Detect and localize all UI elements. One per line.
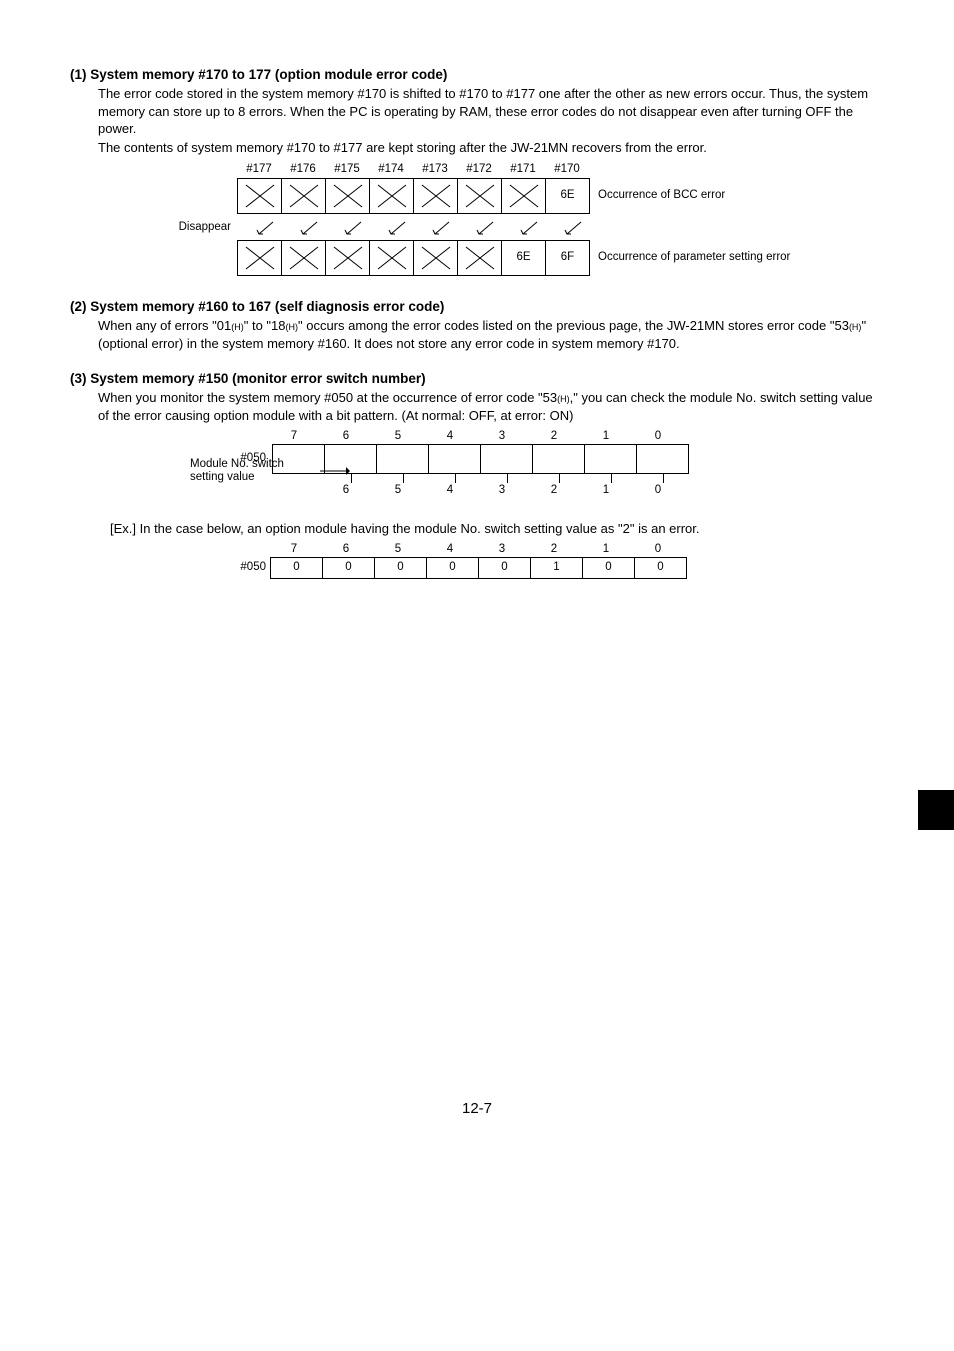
shift-row2-label: Occurrence of parameter setting error bbox=[598, 251, 790, 264]
ex-cell: 0 bbox=[635, 558, 686, 578]
section2-para: When any of errors "01(H)" to "18(H)" oc… bbox=[98, 317, 884, 352]
section1-heading: (1) System memory #170 to 177 (option mo… bbox=[70, 66, 884, 84]
reg-bottom-bit: 4 bbox=[424, 483, 476, 499]
section3-heading: (3) System memory #150 (monitor error sw… bbox=[70, 370, 884, 388]
shift-cell bbox=[326, 179, 370, 213]
ex-cell: 0 bbox=[271, 558, 323, 578]
section1-para1: The error code stored in the system memo… bbox=[98, 85, 884, 138]
ex-top-bit: 5 bbox=[372, 542, 424, 558]
reg-cell bbox=[637, 445, 688, 473]
shift-header: #175 bbox=[325, 162, 369, 178]
page-side-tab bbox=[918, 790, 954, 830]
reg-cell bbox=[429, 445, 481, 473]
ex-top-bit: 2 bbox=[528, 542, 580, 558]
ex-addr: #050 bbox=[218, 560, 270, 576]
shift-cell bbox=[238, 179, 282, 213]
shift-cell bbox=[282, 179, 326, 213]
ex-cell: 1 bbox=[531, 558, 583, 578]
reg-cell bbox=[325, 445, 377, 473]
shift-cell bbox=[326, 241, 370, 275]
ex-cell: 0 bbox=[583, 558, 635, 578]
ex-top-bit: 3 bbox=[476, 542, 528, 558]
shift-cell bbox=[282, 241, 326, 275]
reg-top-bit: 3 bbox=[476, 429, 528, 445]
reg-bottom-bit: 0 bbox=[632, 483, 684, 499]
register-050-figure: 7 6 5 4 3 2 1 0 #050 Module No. switch s… bbox=[190, 429, 884, 498]
shift-cell: 6E bbox=[502, 241, 546, 275]
reg-cell bbox=[273, 445, 325, 473]
reg-bottom-bit: 6 bbox=[320, 483, 372, 499]
ex-top-bit: 4 bbox=[424, 542, 476, 558]
reg-top-bit: 6 bbox=[320, 429, 372, 445]
section1-para2: The contents of system memory #170 to #1… bbox=[98, 139, 884, 157]
reg-top-bit: 7 bbox=[268, 429, 320, 445]
shift-header: #171 bbox=[501, 162, 545, 178]
shift-cell bbox=[414, 241, 458, 275]
page-number: 12-7 bbox=[70, 1099, 884, 1119]
reg-cell bbox=[585, 445, 637, 473]
shift-row1-label: Occurrence of BCC error bbox=[598, 189, 725, 202]
shift-cell bbox=[238, 241, 282, 275]
reg-cell bbox=[533, 445, 585, 473]
reg-bottom-bit: 5 bbox=[372, 483, 424, 499]
example-table: 7 6 5 4 3 2 1 0 #050 0 0 0 0 0 1 0 0 bbox=[218, 542, 884, 580]
ex-top-bit: 7 bbox=[268, 542, 320, 558]
disappear-label: Disappear bbox=[165, 220, 231, 236]
reg-cell bbox=[377, 445, 429, 473]
reg-bottom-bit: 3 bbox=[476, 483, 528, 499]
reg-top-bit: 5 bbox=[372, 429, 424, 445]
example-lead: [Ex.] In the case below, an option modul… bbox=[110, 520, 884, 538]
shift-header: #172 bbox=[457, 162, 501, 178]
ex-top-bit: 1 bbox=[580, 542, 632, 558]
shift-cell bbox=[458, 179, 502, 213]
shift-header: #177 bbox=[237, 162, 281, 178]
ex-cell: 0 bbox=[479, 558, 531, 578]
shift-cell bbox=[414, 179, 458, 213]
shift-register-figure: #177 #176 #175 #174 #173 #172 #171 #170 … bbox=[165, 162, 884, 276]
shift-cell bbox=[458, 241, 502, 275]
reg-top-bit: 4 bbox=[424, 429, 476, 445]
section2-heading: (2) System memory #160 to 167 (self diag… bbox=[70, 298, 884, 316]
reg-cell bbox=[481, 445, 533, 473]
shift-cell bbox=[370, 241, 414, 275]
reg-bottom-bit bbox=[268, 483, 320, 499]
shift-header: #174 bbox=[369, 162, 413, 178]
reg-top-bit: 0 bbox=[632, 429, 684, 445]
ex-cell: 0 bbox=[375, 558, 427, 578]
shift-cell bbox=[502, 179, 546, 213]
shift-cell bbox=[370, 179, 414, 213]
reg-bottom-bit: 2 bbox=[528, 483, 580, 499]
reg-top-bit: 2 bbox=[528, 429, 580, 445]
shift-header: #170 bbox=[545, 162, 589, 178]
shift-cell: 6E bbox=[546, 179, 589, 213]
ex-cell: 0 bbox=[323, 558, 375, 578]
shift-cell: 6F bbox=[546, 241, 589, 275]
ex-top-bit: 6 bbox=[320, 542, 372, 558]
ex-cell: 0 bbox=[427, 558, 479, 578]
reg-bottom-bit: 1 bbox=[580, 483, 632, 499]
section3-para: When you monitor the system memory #050 … bbox=[98, 389, 884, 424]
ex-top-bit: 0 bbox=[632, 542, 684, 558]
shift-header: #173 bbox=[413, 162, 457, 178]
reg-top-bit: 1 bbox=[580, 429, 632, 445]
shift-header: #176 bbox=[281, 162, 325, 178]
